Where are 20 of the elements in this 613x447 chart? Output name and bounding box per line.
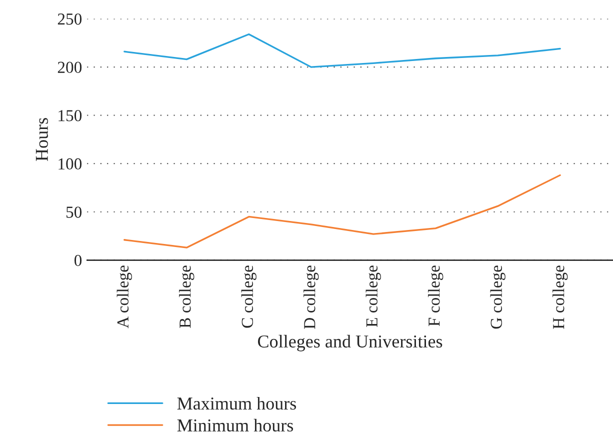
- y-tick-label: 150: [58, 110, 82, 122]
- y-tick-label: 50: [66, 206, 82, 218]
- x-axis-title: Colleges and Universities: [258, 334, 442, 352]
- line-series: [124, 174, 561, 248]
- x-tick-label: G college: [490, 266, 506, 329]
- legend-label: Maximum hours: [177, 396, 296, 410]
- y-tick-label: 100: [58, 158, 82, 170]
- line-series: [124, 33, 561, 68]
- y-tick-label: 250: [58, 13, 82, 25]
- x-tick-label: F college: [428, 266, 444, 326]
- x-tick-label: D college: [304, 266, 319, 329]
- legend-label: Minimum hours: [177, 418, 294, 432]
- y-tick-label: 200: [58, 62, 82, 73]
- y-axis-title: Hours: [36, 118, 48, 162]
- x-tick-label: C college: [241, 266, 256, 328]
- x-tick-label: H college: [552, 266, 568, 329]
- x-tick-label: B college: [179, 266, 194, 328]
- x-tick-label: A college: [116, 266, 132, 328]
- y-tick-label: 0: [74, 254, 82, 266]
- x-tick-label: E college: [366, 266, 381, 328]
